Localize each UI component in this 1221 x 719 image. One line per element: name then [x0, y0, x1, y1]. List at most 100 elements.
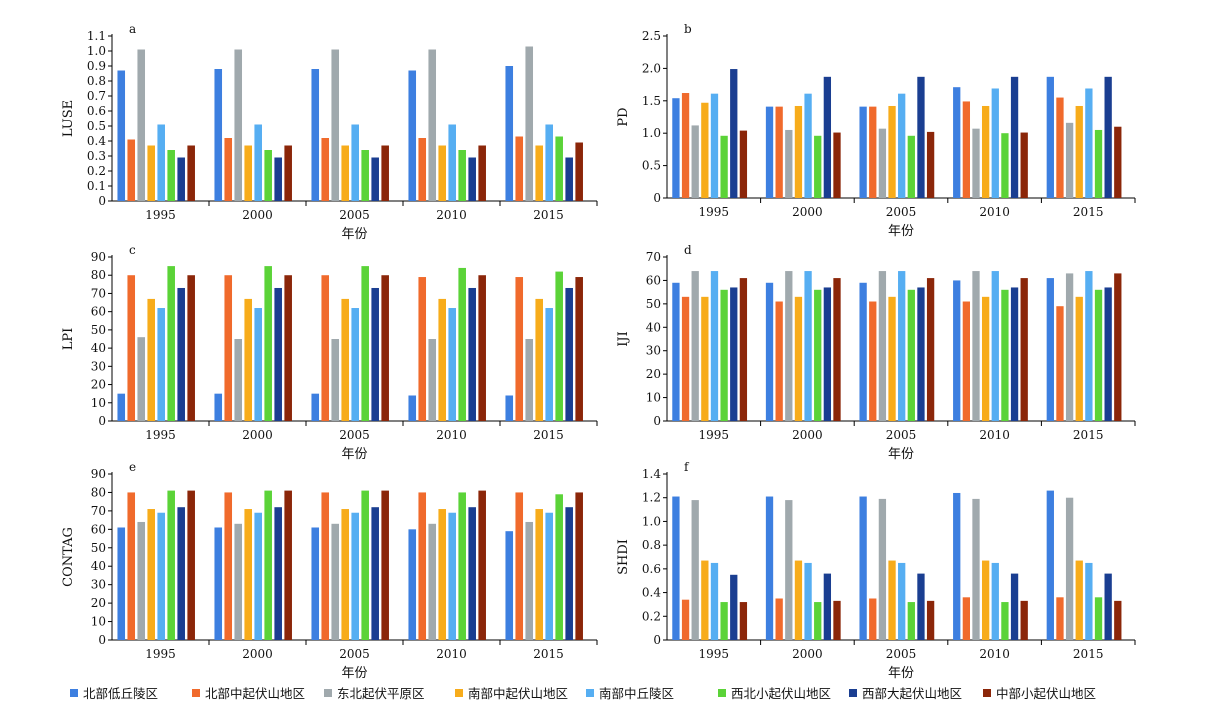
bar-e-2015-s4 [535, 509, 543, 640]
y-tick-label: 0.8 [87, 74, 106, 88]
y-tick-label: 40 [646, 320, 661, 334]
bar-a-2005-s7 [371, 157, 379, 201]
y-tick-label: 10 [91, 615, 106, 629]
bar-e-2000-s8 [284, 490, 292, 640]
x-axis-label: 年份 [341, 666, 367, 681]
x-tick-label: 2010 [436, 428, 467, 442]
bar-e-2005-s7 [371, 507, 379, 640]
y-axis-label: SHDI [616, 539, 631, 575]
bar-b-2005-s3 [878, 128, 887, 198]
bar-b-2000-s7 [823, 76, 832, 198]
bar-e-2015-s6 [555, 494, 563, 640]
bar-c-1995-s8 [187, 275, 195, 421]
bar-a-1995-s5 [157, 124, 165, 201]
bar-d-2005-s5 [898, 271, 906, 421]
bar-d-2000-s1 [765, 282, 774, 421]
bar-a-2005-s3 [331, 49, 340, 201]
y-tick-label: 50 [91, 541, 106, 555]
x-tick-label: 2015 [1073, 205, 1104, 219]
bar-e-2000-s2 [224, 492, 233, 640]
bar-a-2015-s3 [525, 46, 534, 201]
bar-c-2010-s5 [448, 308, 456, 421]
bar-b-1995-s8 [739, 130, 748, 198]
x-tick-label: 1995 [145, 428, 176, 442]
bar-f-2015-s7 [1104, 573, 1112, 640]
bar-d-1995-s5 [710, 271, 719, 421]
legend-swatch [586, 689, 594, 697]
bar-b-2015-s3 [1065, 122, 1074, 198]
chart-panel-f: 0 0.2 0.4 0.6 0.8 1.0 1.2 1.4 1995 2000 2005 2010 20… [616, 460, 1136, 681]
bar-b-2005-s7 [917, 76, 925, 198]
y-tick-label: 0.6 [642, 562, 661, 576]
legend-label: 中部小起伏山地区 [996, 686, 1096, 701]
bar-e-2015-s3 [525, 521, 534, 640]
bar-c-1995-s2 [127, 275, 136, 421]
x-tick-label: 1995 [699, 428, 730, 442]
y-tick-label: 90 [91, 250, 106, 264]
bar-d-2010-s1 [953, 280, 961, 421]
bar-b-2015-s2 [1056, 97, 1064, 198]
bar-b-1995-s3 [691, 125, 699, 198]
x-tick-label: 1995 [145, 647, 176, 661]
bar-c-1995-s4 [147, 298, 155, 421]
y-tick-label: 70 [91, 504, 106, 518]
bar-e-1995-s3 [137, 521, 146, 640]
bar-c-2015-s8 [575, 277, 583, 421]
bar-a-2010-s8 [478, 145, 486, 201]
y-tick-label: 10 [646, 391, 661, 405]
bar-e-2010-s1 [408, 529, 417, 640]
bar-f-2015-s8 [1114, 600, 1122, 640]
bar-e-1995-s6 [167, 490, 175, 640]
bar-d-2005-s2 [869, 301, 877, 421]
y-tick-label: 20 [646, 367, 661, 381]
bar-d-2000-s3 [785, 271, 793, 421]
bar-f-1995-s8 [739, 602, 748, 640]
legend-item: 北部中起伏山地区 [192, 686, 305, 701]
bar-c-2000-s3 [234, 339, 243, 421]
bar-f-2000-s6 [814, 602, 822, 640]
x-tick-label: 2015 [1073, 428, 1104, 442]
bar-e-1995-s2 [127, 492, 136, 640]
bar-e-2015-s7 [565, 507, 573, 640]
legend-swatch [324, 689, 332, 697]
y-tick-label: 10 [91, 396, 106, 410]
bar-c-2010-s6 [458, 267, 466, 421]
bar-c-2005-s8 [381, 275, 389, 421]
bar-e-2000-s5 [254, 512, 262, 640]
bar-f-2000-s3 [785, 500, 793, 640]
x-tick-label: 2000 [792, 428, 823, 442]
bar-d-2000-s5 [804, 271, 812, 421]
bar-e-2015-s8 [575, 492, 583, 640]
bar-a-1995-s4 [147, 145, 155, 201]
bar-a-1995-s8 [187, 145, 195, 201]
y-tick-label: 80 [91, 485, 106, 499]
y-tick-label: 0 [98, 633, 106, 647]
bar-a-2005-s2 [321, 138, 330, 201]
x-tick-label: 1995 [699, 647, 730, 661]
bar-b-2000-s5 [804, 93, 812, 198]
bar-d-2000-s2 [775, 301, 783, 421]
bar-a-2015-s7 [565, 157, 573, 201]
y-tick-label: 1.0 [642, 514, 661, 528]
bar-b-1995-s7 [730, 69, 738, 198]
bar-d-2015-s7 [1104, 287, 1112, 421]
bar-b-2005-s2 [869, 106, 877, 198]
bar-b-1995-s6 [720, 135, 728, 198]
bar-f-1995-s7 [730, 574, 738, 640]
bar-f-2010-s3 [972, 498, 980, 640]
bar-d-2010-s6 [1001, 289, 1009, 421]
y-tick-label: 0.5 [87, 119, 106, 133]
legend-item: 中部小起伏山地区 [983, 686, 1096, 701]
bar-c-2005-s6 [361, 266, 369, 421]
bar-f-1995-s4 [701, 560, 709, 640]
y-tick-label: 60 [91, 522, 106, 536]
bar-c-1995-s7 [177, 287, 185, 421]
bar-f-2000-s2 [775, 598, 783, 640]
y-tick-label: 40 [91, 559, 106, 573]
y-tick-label: 60 [91, 305, 106, 319]
y-tick-label: 30 [91, 359, 106, 373]
panel-letter: a [129, 22, 136, 36]
bar-a-2015-s6 [555, 136, 563, 201]
bar-f-1995-s1 [672, 496, 680, 640]
